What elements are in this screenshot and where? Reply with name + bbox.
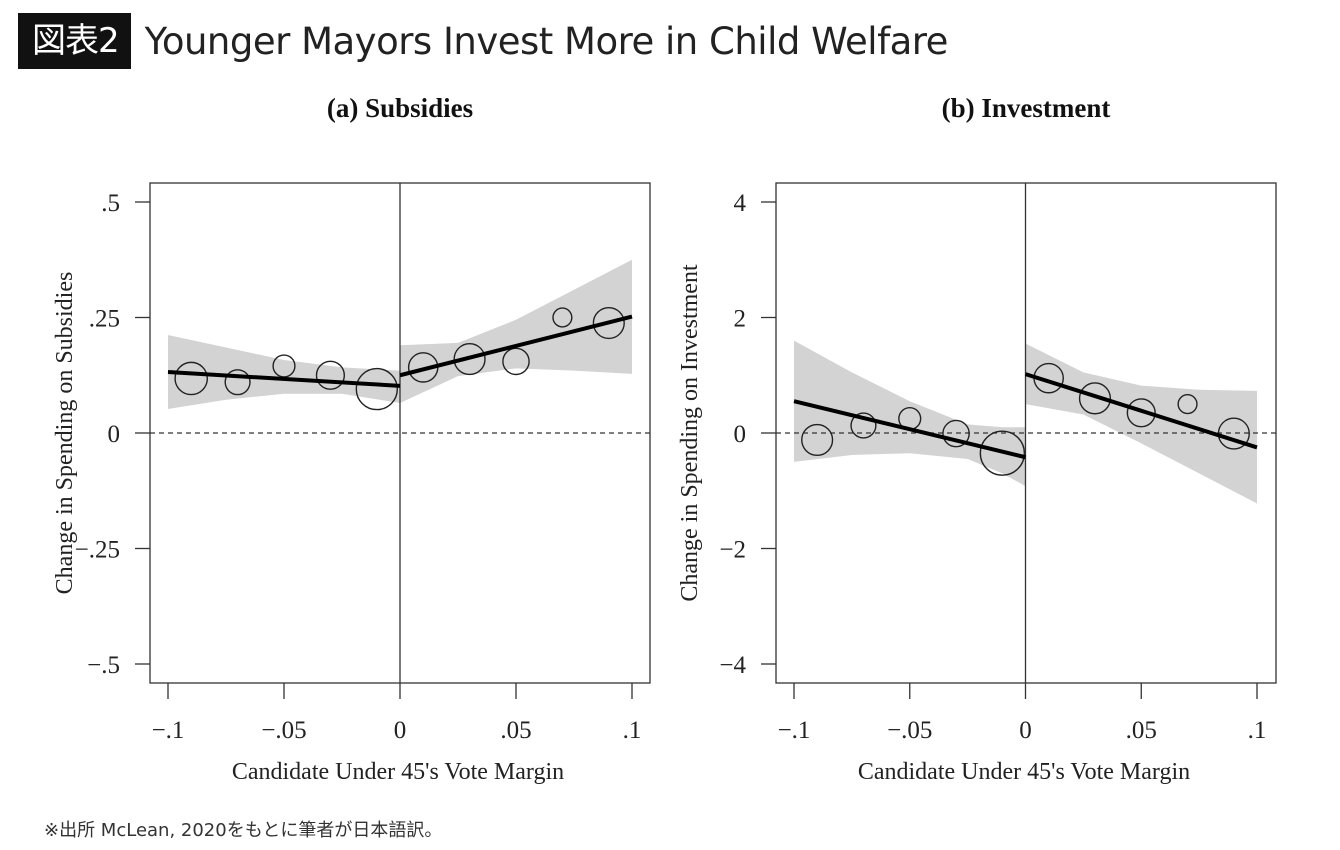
investment-binned-point-1: [801, 423, 834, 457]
investment-panel-title: (b) Investment: [942, 93, 1111, 123]
investment-confidence-band-left: [794, 340, 1026, 487]
subsidies-x-tick-label: −.1: [152, 717, 185, 744]
investment-y-axis-label: Change in Spending on Investment: [677, 264, 703, 602]
subsidies-binned-point-5: [355, 367, 398, 411]
subsidies-x-tick-label: 0: [394, 717, 407, 744]
investment-confidence-band-right: [1025, 343, 1257, 504]
subsidies-binned-point-7: [453, 342, 486, 376]
subsidies-fit-line-left: [167, 370, 401, 388]
subsidies-y-tick-label: .25: [89, 306, 120, 333]
subsidies-binned-point-9: [552, 307, 573, 328]
subsidies-x-tick-label: .05: [500, 717, 531, 744]
investment-x-tick-label: 0: [1019, 717, 1032, 744]
investment-x-tick-label: −.1: [778, 717, 811, 744]
subsidies-panel: (a) Subsidies .5 .25 0 −.25 −.5 −.1 −.05 0 .05 .1 C…: [52, 93, 651, 785]
investment-y-tick-label: 4: [734, 190, 747, 217]
investment-y-tick-label: −4: [719, 652, 746, 679]
subsidies-binned-point-8: [502, 347, 530, 376]
subsidies-binned-point-3: [272, 354, 296, 378]
investment-fit-line-right: [1024, 372, 1258, 450]
subsidies-y-tick-label: 0: [108, 421, 121, 448]
figure-number-badge: 図表2: [18, 13, 131, 69]
investment-x-axis-label: Candidate Under 45's Vote Margin: [858, 759, 1190, 785]
figure-title: Younger Mayors Invest More in Child Welf…: [144, 19, 949, 63]
investment-x-tick-label: .05: [1126, 717, 1157, 744]
subsidies-binned-point-10: [592, 306, 625, 340]
investment-x-tick-label: −.05: [887, 717, 932, 744]
subsidies-x-tick-label: .1: [623, 717, 642, 744]
subsidies-y-tick-label: .5: [101, 190, 120, 217]
figure-header: 図表2 Younger Mayors Invest More in Child …: [18, 13, 948, 69]
subsidies-panel-title: (a) Subsidies: [327, 93, 473, 123]
subsidies-y-tick-label: −.5: [87, 652, 120, 679]
subsidies-y-axis-label: Change in Spending on Subsidies: [52, 272, 78, 595]
investment-y-tick-label: −2: [719, 537, 746, 564]
subsidies-binned-point-1: [174, 361, 208, 396]
source-note: ※出所 McLean, 2020をもとに筆者が日本語訳。: [44, 820, 443, 841]
investment-binned-point-5: [979, 430, 1026, 476]
investment-y-tick-label: 2: [734, 306, 747, 333]
investment-binned-point-7: [1078, 382, 1112, 415]
subsidies-x-axis-label: Candidate Under 45's Vote Margin: [232, 759, 564, 785]
investment-binned-point-8: [1126, 398, 1156, 428]
investment-y-tick-label: 0: [734, 421, 747, 448]
subsidies-confidence-band-left: [168, 335, 400, 409]
investment-binned-point-9: [1177, 394, 1198, 415]
subsidies-confidence-band-right: [400, 259, 632, 403]
investment-x-tick-label: .1: [1248, 717, 1267, 744]
subsidies-binned-point-2: [224, 369, 251, 396]
investment-binned-point-2: [850, 412, 877, 439]
investment-panel: (b) Investment 4 2 0 −2 −4 −.1 −.05 0 .05 .1 Candid…: [677, 93, 1277, 785]
subsidies-binned-point-4: [315, 360, 345, 390]
subsidies-y-tick-label: −.25: [75, 537, 120, 564]
subsidies-fit-line-right: [399, 314, 633, 378]
subsidies-x-tick-label: −.05: [261, 717, 306, 744]
investment-fit-line-left: [793, 399, 1026, 460]
investment-binned-point-4: [942, 419, 970, 448]
